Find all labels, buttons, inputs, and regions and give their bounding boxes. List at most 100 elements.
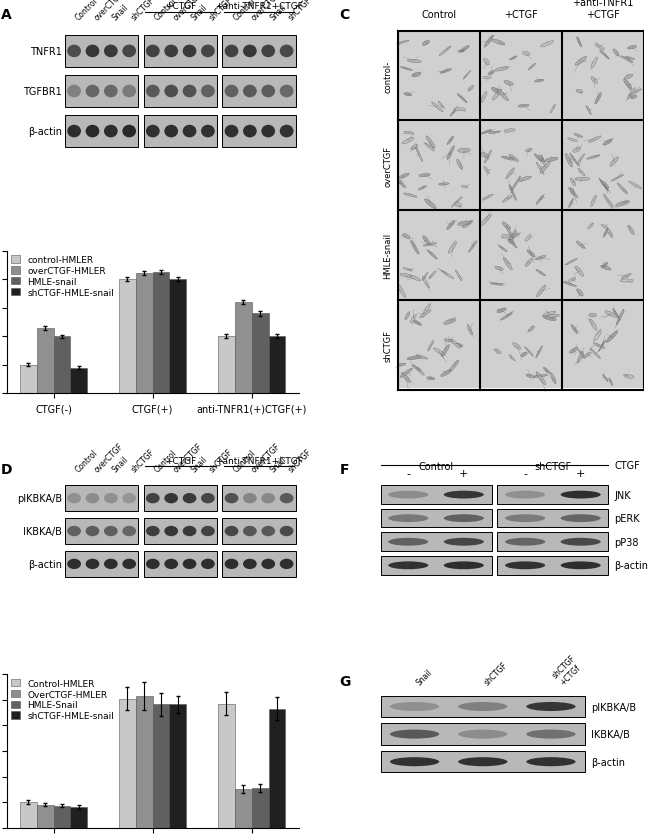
Ellipse shape bbox=[456, 271, 462, 282]
Ellipse shape bbox=[280, 125, 293, 138]
Ellipse shape bbox=[537, 286, 546, 298]
Ellipse shape bbox=[606, 229, 613, 238]
Text: HMLE-snail: HMLE-snail bbox=[384, 232, 392, 278]
Text: β-actin: β-actin bbox=[28, 127, 62, 137]
Ellipse shape bbox=[390, 757, 439, 767]
Ellipse shape bbox=[468, 86, 474, 92]
Ellipse shape bbox=[536, 346, 542, 358]
Ellipse shape bbox=[201, 559, 214, 569]
Ellipse shape bbox=[411, 365, 421, 371]
Ellipse shape bbox=[402, 138, 414, 145]
Ellipse shape bbox=[560, 491, 601, 499]
Text: Control: Control bbox=[421, 10, 456, 20]
Ellipse shape bbox=[403, 268, 412, 272]
Ellipse shape bbox=[469, 242, 477, 253]
Ellipse shape bbox=[183, 125, 196, 138]
Ellipse shape bbox=[164, 493, 178, 504]
Bar bbox=[170, 705, 187, 828]
Ellipse shape bbox=[495, 68, 508, 72]
Ellipse shape bbox=[422, 273, 428, 281]
Ellipse shape bbox=[67, 45, 81, 59]
Text: shCTGF: shCTGF bbox=[208, 447, 235, 474]
Ellipse shape bbox=[595, 44, 604, 51]
Ellipse shape bbox=[439, 47, 451, 57]
Bar bbox=[481, 122, 561, 210]
Text: β-actin: β-actin bbox=[614, 561, 648, 571]
Ellipse shape bbox=[570, 188, 575, 196]
Ellipse shape bbox=[404, 94, 412, 97]
Ellipse shape bbox=[521, 353, 527, 357]
Ellipse shape bbox=[438, 102, 443, 109]
Text: pERK: pERK bbox=[614, 513, 640, 523]
Ellipse shape bbox=[610, 157, 618, 167]
Ellipse shape bbox=[534, 375, 548, 378]
Ellipse shape bbox=[419, 310, 431, 319]
Ellipse shape bbox=[484, 167, 489, 175]
Ellipse shape bbox=[444, 538, 484, 546]
Ellipse shape bbox=[600, 51, 609, 59]
Ellipse shape bbox=[576, 90, 583, 94]
Ellipse shape bbox=[426, 136, 435, 149]
Ellipse shape bbox=[461, 47, 469, 53]
Ellipse shape bbox=[484, 59, 489, 66]
Ellipse shape bbox=[122, 526, 136, 537]
Bar bbox=[380, 509, 491, 528]
Bar bbox=[481, 212, 561, 299]
Ellipse shape bbox=[502, 196, 512, 203]
Ellipse shape bbox=[492, 40, 505, 46]
Bar bbox=[268, 337, 285, 394]
Bar bbox=[119, 699, 136, 828]
Ellipse shape bbox=[483, 195, 493, 201]
Bar bbox=[153, 705, 170, 828]
Text: -: - bbox=[406, 469, 410, 478]
Ellipse shape bbox=[225, 526, 239, 537]
Ellipse shape bbox=[261, 85, 275, 98]
Bar bbox=[65, 116, 138, 148]
Bar bbox=[36, 805, 53, 828]
Bar bbox=[562, 302, 643, 389]
Ellipse shape bbox=[550, 373, 556, 384]
Text: Control: Control bbox=[74, 448, 100, 474]
Ellipse shape bbox=[627, 47, 636, 50]
Ellipse shape bbox=[404, 194, 417, 198]
Bar bbox=[65, 36, 138, 68]
Bar bbox=[153, 273, 170, 394]
Ellipse shape bbox=[569, 199, 574, 208]
Ellipse shape bbox=[463, 71, 471, 79]
Ellipse shape bbox=[183, 526, 196, 537]
Ellipse shape bbox=[86, 85, 99, 98]
Ellipse shape bbox=[261, 45, 275, 59]
Ellipse shape bbox=[490, 283, 503, 286]
Bar bbox=[119, 280, 136, 394]
Bar bbox=[399, 212, 479, 299]
Text: Snail: Snail bbox=[415, 667, 434, 686]
Ellipse shape bbox=[280, 559, 293, 569]
Bar bbox=[399, 122, 479, 210]
Ellipse shape bbox=[417, 368, 424, 375]
Ellipse shape bbox=[388, 515, 428, 522]
Ellipse shape bbox=[411, 241, 419, 255]
Ellipse shape bbox=[595, 94, 601, 105]
Ellipse shape bbox=[508, 239, 514, 245]
Ellipse shape bbox=[146, 493, 160, 504]
Ellipse shape bbox=[540, 162, 551, 174]
Bar bbox=[65, 486, 138, 512]
Ellipse shape bbox=[505, 491, 545, 499]
Ellipse shape bbox=[441, 271, 454, 279]
Ellipse shape bbox=[612, 309, 620, 321]
Ellipse shape bbox=[104, 526, 118, 537]
Bar bbox=[497, 486, 608, 504]
Ellipse shape bbox=[504, 81, 514, 86]
Ellipse shape bbox=[398, 284, 406, 298]
Ellipse shape bbox=[458, 222, 471, 227]
Ellipse shape bbox=[518, 105, 529, 108]
Ellipse shape bbox=[499, 247, 507, 252]
Ellipse shape bbox=[481, 130, 492, 135]
Ellipse shape bbox=[422, 304, 430, 319]
Text: shCTGF
+CTGf: shCTGF +CTGf bbox=[551, 653, 585, 686]
Ellipse shape bbox=[601, 266, 611, 271]
Ellipse shape bbox=[447, 146, 454, 161]
Ellipse shape bbox=[225, 85, 239, 98]
Ellipse shape bbox=[86, 526, 99, 537]
Ellipse shape bbox=[458, 757, 508, 767]
